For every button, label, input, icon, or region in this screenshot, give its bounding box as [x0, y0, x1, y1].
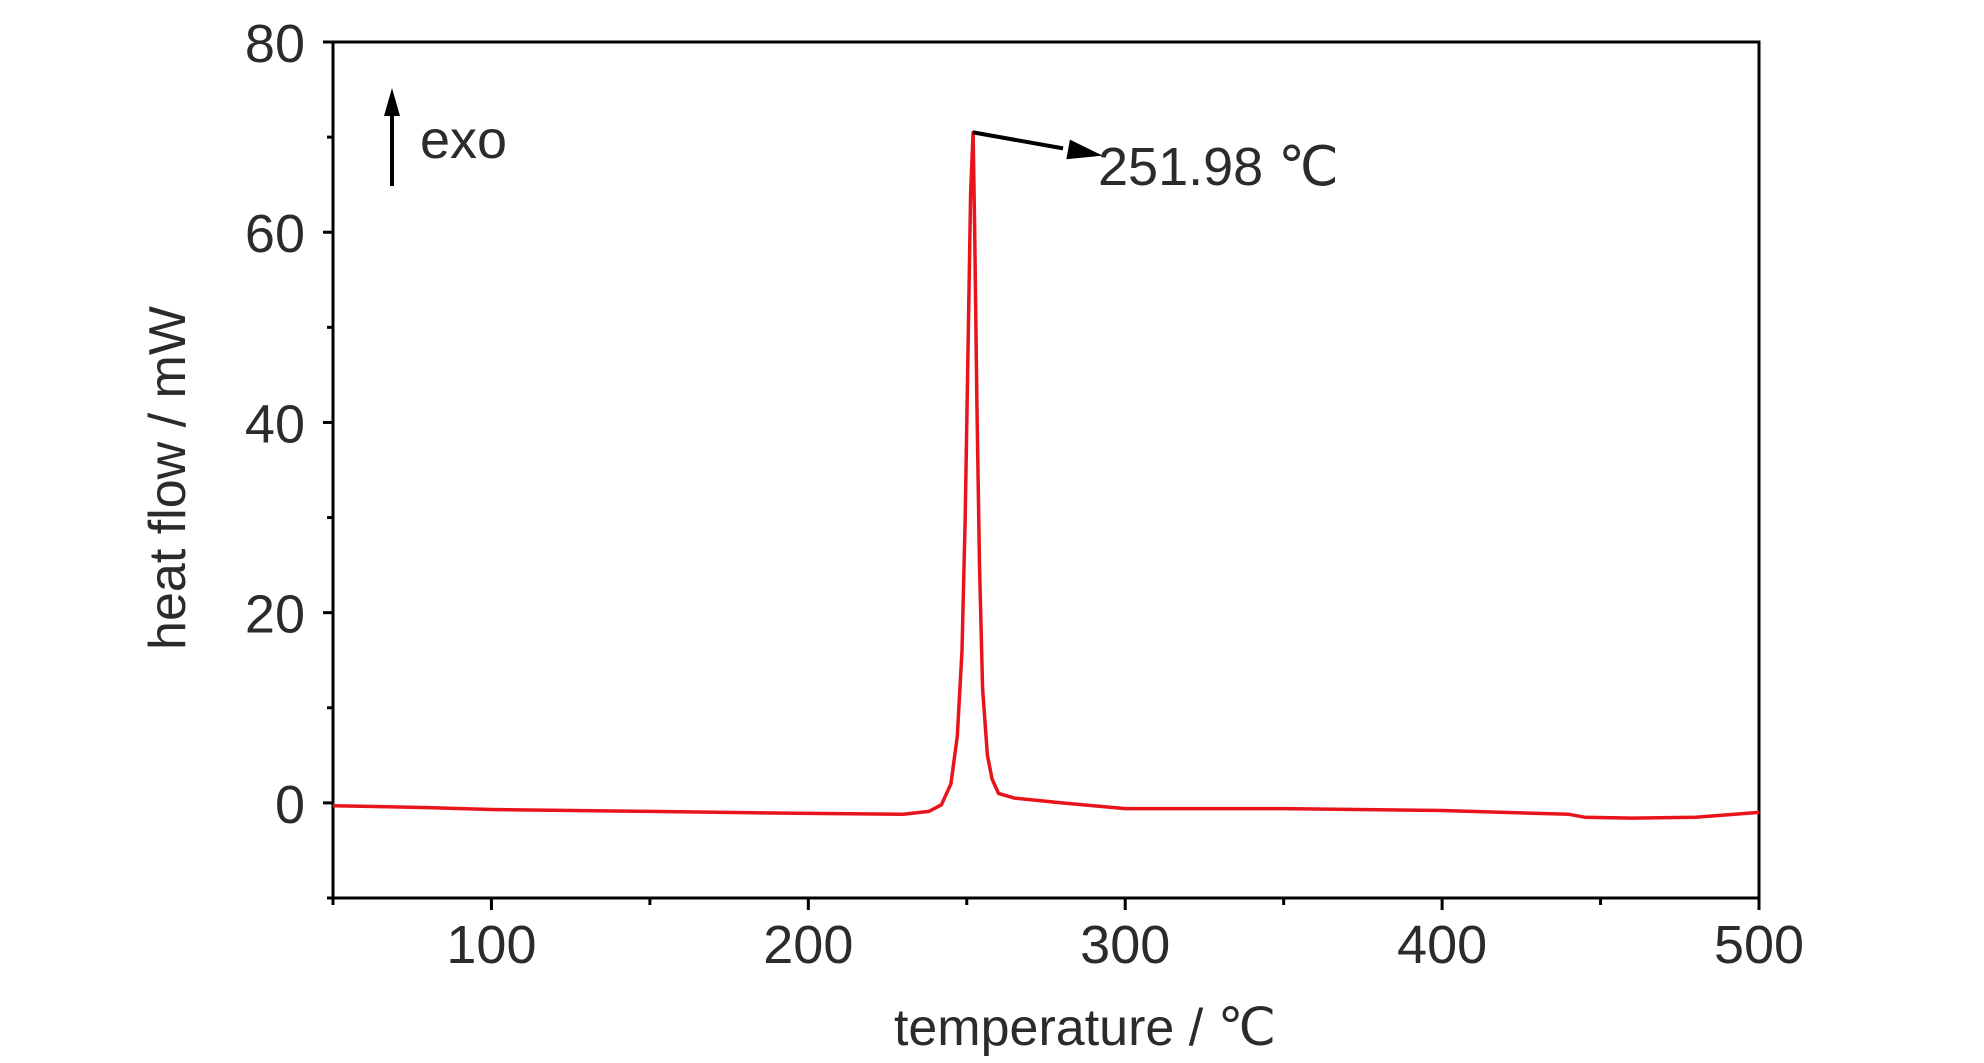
peak-arrow-shaft [972, 130, 1064, 151]
y-tick-label: 60 [245, 204, 305, 264]
x-tick-label: 300 [1080, 915, 1170, 975]
y-tick-label: 40 [245, 394, 305, 454]
peak-arrow-head [1066, 139, 1103, 160]
exo-label: exo [420, 110, 507, 170]
x-axis-label: temperature / ℃ [894, 999, 1276, 1057]
exo-annotation: exo [384, 88, 507, 186]
x-tick-label: 500 [1714, 915, 1804, 975]
x-axis-tick-labels: 100 200 300 400 500 [446, 915, 1804, 975]
x-tick-label: 100 [446, 915, 536, 975]
y-tick-label: 80 [245, 14, 305, 74]
y-axis-label: heat flow / mW [139, 306, 197, 650]
y-axis-tick-labels: 0 20 40 60 80 [245, 14, 305, 835]
x-axis-ticks [331, 898, 1761, 910]
x-tick-label: 400 [1397, 915, 1487, 975]
exo-arrow-head [384, 88, 400, 116]
plot-frame [331, 40, 1761, 900]
y-axis-ticks [323, 40, 333, 900]
y-tick-label: 0 [275, 775, 305, 835]
heat-flow-line [332, 130, 1760, 820]
y-tick-label: 20 [245, 585, 305, 645]
peak-annotation: 251.98 ℃ [972, 130, 1339, 197]
peak-label: 251.98 ℃ [1098, 137, 1339, 197]
x-tick-label: 200 [763, 915, 853, 975]
